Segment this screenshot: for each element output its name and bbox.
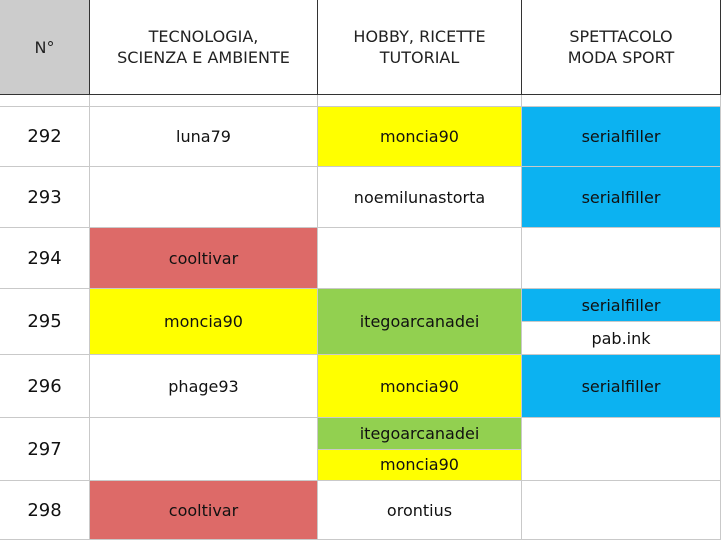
entry-cell: phage93 (90, 355, 318, 418)
entry-cell: cooltivar (90, 481, 318, 540)
entry-text: luna79 (176, 127, 231, 146)
entry-cell: itegoarcanadei (318, 289, 522, 355)
entry-cell: luna79 (90, 107, 318, 167)
entry-cell: moncia90 (318, 449, 522, 481)
header-text: SCIENZA E AMBIENTE (117, 48, 290, 67)
header-text: TUTORIAL (379, 48, 460, 67)
header-cell: N° (0, 0, 90, 95)
header-cell: HOBBY, RICETTE TUTORIAL (318, 0, 522, 95)
entry-cell: serialfiller (522, 167, 721, 228)
entry-text: noemilunastorta (353, 187, 486, 207)
entry-text: moncia90 (380, 127, 459, 146)
header-cell: TECNOLOGIA, SCIENZA E AMBIENTE (90, 0, 318, 95)
row-number-text: 297 (27, 438, 62, 460)
row-number-text: 298 (27, 499, 62, 521)
empty-cell (90, 167, 318, 228)
row-number-text: 295 (27, 311, 62, 332)
entry-text: moncia90 (380, 376, 459, 396)
entry-cell: serialfiller (522, 289, 721, 322)
entry-cell: moncia90 (318, 355, 522, 418)
entry-text: moncia90 (164, 312, 243, 331)
row-number-text: 296 (27, 375, 62, 397)
header-text: N° (34, 37, 55, 57)
header-text: TECNOLOGIA, (148, 27, 259, 46)
entry-text: cooltivar (168, 500, 239, 520)
header-text: HOBBY, RICETTE (353, 27, 486, 46)
empty-cell (318, 228, 522, 289)
row-number: 295 (0, 289, 90, 355)
entry-cell: serialfiller (522, 107, 721, 167)
row-number: 292 (0, 107, 90, 167)
separator-cell (90, 95, 318, 107)
header-text: SPETTACOLO (569, 27, 673, 46)
row-number: 297 (0, 418, 90, 481)
separator-cell (318, 95, 522, 107)
row-number: 294 (0, 228, 90, 289)
entry-text: serialfiller (581, 127, 661, 146)
separator-cell (0, 95, 90, 107)
entry-cell: orontius (318, 481, 522, 540)
entry-text: itegoarcanadei (359, 312, 480, 331)
row-number: 298 (0, 481, 90, 540)
entry-cell: moncia90 (318, 107, 522, 167)
entry-cell: pab.ink (522, 322, 721, 355)
entry-text: serialfiller (581, 187, 661, 207)
entry-text: serialfiller (581, 295, 661, 315)
entry-cell: serialfiller (522, 355, 721, 418)
empty-cell (522, 418, 721, 481)
empty-cell (522, 481, 721, 540)
entry-text: cooltivar (168, 248, 239, 268)
entry-text: pab.ink (591, 328, 651, 348)
entry-text: moncia90 (380, 455, 459, 475)
entry-cell: cooltivar (90, 228, 318, 289)
separator-cell (522, 95, 721, 107)
empty-cell (522, 228, 721, 289)
header-cell: SPETTACOLO MODA SPORT (522, 0, 721, 95)
entry-text: phage93 (168, 376, 239, 396)
empty-cell (90, 418, 318, 481)
row-number-text: 292 (27, 126, 62, 147)
entry-cell: moncia90 (90, 289, 318, 355)
header-text: MODA SPORT (567, 48, 675, 67)
entry-text: serialfiller (581, 376, 661, 396)
row-number-text: 293 (27, 186, 62, 208)
row-number-text: 294 (27, 247, 62, 269)
entry-text: orontius (386, 500, 453, 520)
row-number: 293 (0, 167, 90, 228)
entry-cell: itegoarcanadei (318, 418, 522, 450)
entry-cell: noemilunastorta (318, 167, 522, 228)
row-number: 296 (0, 355, 90, 418)
entry-text: itegoarcanadei (359, 423, 480, 443)
